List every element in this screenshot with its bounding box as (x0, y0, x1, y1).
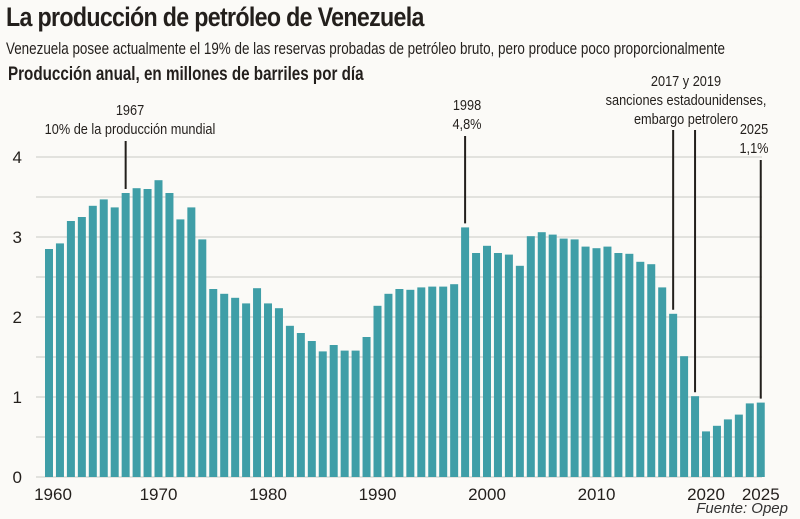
y-tick-label: 2 (13, 308, 22, 327)
bar-1968 (132, 188, 141, 477)
bar-1963 (77, 217, 86, 477)
bar-1969 (143, 189, 152, 477)
bar-1965 (99, 199, 108, 477)
x-tick-label: 2010 (578, 485, 616, 504)
bar-2002 (504, 254, 513, 477)
bar-1998 (461, 227, 470, 477)
bar-2014 (636, 261, 645, 477)
bar-2019 (691, 396, 700, 477)
bar-2015 (647, 264, 656, 477)
bar-1987 (340, 350, 349, 477)
annotation-1967-text: 1967 (116, 101, 145, 118)
bar-2023 (734, 414, 743, 477)
bar-2024 (745, 403, 754, 477)
bar-2005 (537, 232, 546, 477)
bar-2006 (548, 234, 557, 477)
bar-1974 (198, 239, 207, 477)
bar-1992 (395, 289, 404, 477)
bar-1978 (242, 303, 251, 477)
bars (45, 180, 765, 478)
x-tick-label: 1980 (249, 485, 287, 504)
annotation-2025-text: 2025 (740, 120, 769, 137)
annotation-1998-text: 1998 (453, 96, 482, 113)
bar-2016 (658, 287, 667, 477)
bar-2003 (515, 265, 524, 477)
annotation-sanctions-text: 2017 y 2019 (651, 72, 721, 89)
annotations: 1967 10% de la producción mundial 1998 4,8%… (45, 72, 769, 399)
bar-1990 (373, 305, 382, 477)
bar-1994 (417, 287, 426, 477)
bar-2025 (756, 402, 765, 477)
bar-1973 (187, 207, 196, 477)
y-tick-label: 3 (13, 228, 22, 247)
bar-2022 (723, 419, 732, 477)
bar-1979 (253, 288, 262, 477)
bar-1983 (296, 333, 305, 477)
bar-1966 (110, 207, 119, 477)
bar-1986 (329, 345, 338, 477)
bar-2009 (581, 246, 590, 477)
bar-2017 (669, 313, 678, 477)
bar-1980 (264, 303, 272, 477)
bar-2008 (570, 239, 579, 477)
bar-1972 (176, 219, 185, 477)
bar-1984 (307, 341, 316, 477)
chart-title: La producción de petróleo de Venezuela (6, 2, 424, 32)
bar-2012 (614, 253, 623, 477)
bar-1989 (362, 337, 371, 477)
bar-2020 (702, 431, 710, 477)
bar-1995 (428, 286, 437, 477)
annotation-sanctions-text: sanciones estadounidenses, (606, 91, 767, 108)
source-note: Fuente: Opep (696, 500, 788, 517)
bar-1962 (66, 221, 75, 477)
bar-1982 (285, 325, 294, 477)
bar-2004 (526, 236, 535, 477)
annotation-1967-text: 10% de la producción mundial (45, 120, 216, 137)
bar-1961 (55, 243, 64, 477)
bar-1976 (220, 293, 229, 477)
bar-1981 (274, 308, 283, 477)
annotation-2025-text: 1,1% (739, 139, 768, 156)
bar-1997 (450, 284, 459, 477)
x-tick-label: 1970 (140, 485, 178, 504)
bar-2007 (559, 238, 568, 477)
y-tick-label: 4 (13, 148, 22, 167)
bar-2011 (603, 246, 612, 477)
x-tick-label: 2025 (742, 485, 780, 504)
bar-2018 (680, 356, 689, 477)
y-tick-label: 1 (13, 388, 22, 407)
bar-1960 (45, 249, 53, 477)
y-axis-label: Producción anual, en millones de barrile… (8, 64, 364, 85)
bar-1999 (472, 253, 481, 477)
bar-2010 (592, 248, 601, 477)
bar-1971 (165, 193, 174, 477)
bar-2013 (625, 253, 634, 477)
bar-1967 (121, 193, 130, 477)
x-tick-label: 1990 (359, 485, 397, 504)
bar-1996 (439, 286, 448, 477)
y-axis-ticks: 0 1 2 3 4 (13, 148, 22, 487)
bar-1988 (351, 350, 360, 477)
bar-1970 (154, 180, 163, 477)
annotation-1998-text: 4,8% (452, 115, 481, 132)
chart-subtitle: Venezuela posee actualmente el 19% de la… (6, 39, 725, 58)
bar-1985 (318, 351, 327, 477)
annotation-sanctions-text: embargo petrolero (634, 110, 738, 127)
bar-2001 (493, 253, 502, 477)
bar-1975 (209, 289, 218, 477)
bar-2021 (712, 425, 721, 477)
bar-2000 (483, 245, 491, 477)
bar-1993 (406, 289, 415, 477)
x-tick-label: 1960 (34, 485, 72, 504)
bar-1991 (384, 293, 393, 477)
bar-1964 (88, 205, 97, 478)
x-tick-label: 2000 (468, 485, 506, 504)
x-axis-ticks: 1960 1970 1980 1990 2000 2010 2020 2025 (34, 485, 780, 504)
bar-1977 (231, 297, 240, 477)
y-tick-label: 0 (13, 468, 22, 487)
x-tick-label: 2020 (687, 485, 725, 504)
